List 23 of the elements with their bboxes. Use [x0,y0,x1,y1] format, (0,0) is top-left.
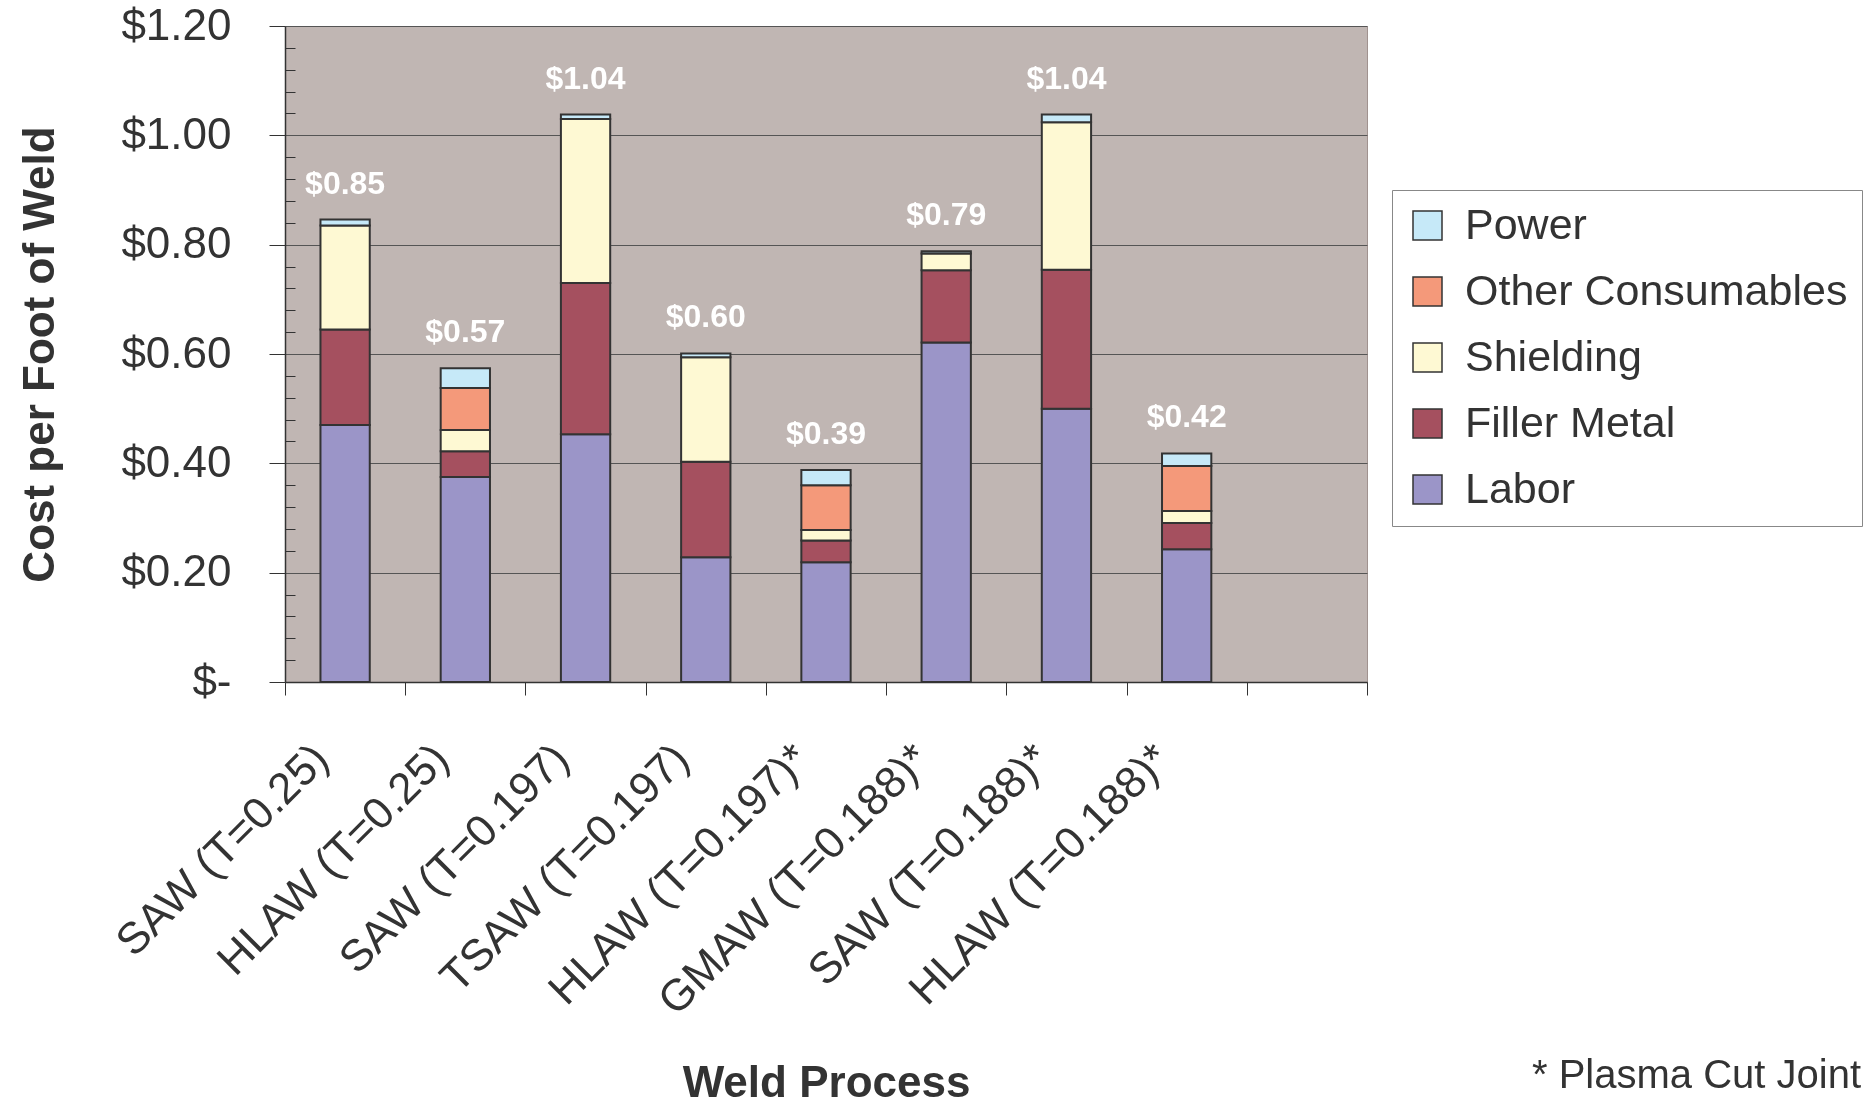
y-tick-label: $- [192,655,232,705]
total-label: $0.85 [305,164,386,201]
total-label: $1.04 [545,59,626,96]
y-tick-label: $0.20 [121,546,232,596]
y-tick-label: $0.60 [121,327,232,377]
legend-label: Labor [1465,463,1575,512]
legend-label: Other Consumables [1465,265,1848,314]
y-tick-label: $1.00 [121,108,232,158]
y-tick-label: $1.20 [121,0,232,49]
x-axis-title: Weld Process [682,1056,971,1105]
total-label: $0.39 [785,414,867,451]
total-label: $0.57 [425,313,506,350]
total-label: $0.79 [906,196,987,233]
y-tick-label: $0.40 [121,436,232,486]
total-label: $0.60 [665,298,746,335]
total-label: $1.04 [1026,59,1107,96]
total-label: $0.42 [1146,398,1227,435]
legend-label: Power [1465,199,1587,248]
text: * Plasma Cut Joint [1531,1052,1861,1097]
y-tick-label: $0.80 [121,218,232,268]
legend-label: Filler Metal [1465,397,1676,446]
legend-label: Shielding [1465,331,1642,380]
y-axis-title: Cost per Foot of Weld [13,126,63,583]
